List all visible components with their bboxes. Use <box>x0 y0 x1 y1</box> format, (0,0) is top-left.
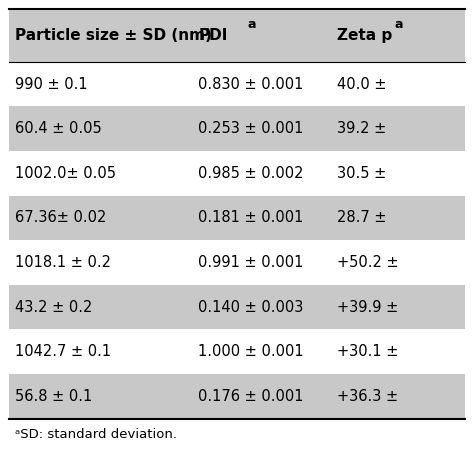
Text: 0.991 ± 0.001: 0.991 ± 0.001 <box>198 255 304 270</box>
Text: 1042.7 ± 0.1: 1042.7 ± 0.1 <box>15 344 111 359</box>
Bar <box>9 106 465 151</box>
Text: 1.000 ± 0.001: 1.000 ± 0.001 <box>198 344 304 359</box>
Bar <box>9 240 465 285</box>
Text: +30.1 ±: +30.1 ± <box>337 344 399 359</box>
Text: 1002.0± 0.05: 1002.0± 0.05 <box>15 166 116 181</box>
Text: 60.4 ± 0.05: 60.4 ± 0.05 <box>15 121 102 136</box>
Text: 39.2 ±: 39.2 ± <box>337 121 386 136</box>
Text: +50.2 ±: +50.2 ± <box>337 255 399 270</box>
Text: PDI: PDI <box>198 28 228 43</box>
Text: 990 ± 0.1: 990 ± 0.1 <box>15 77 88 91</box>
Text: Zeta p: Zeta p <box>337 28 392 43</box>
Bar <box>9 151 465 196</box>
Bar <box>9 285 465 329</box>
Text: +36.3 ±: +36.3 ± <box>337 389 398 404</box>
Text: 0.253 ± 0.001: 0.253 ± 0.001 <box>198 121 304 136</box>
Text: 67.36± 0.02: 67.36± 0.02 <box>15 210 106 226</box>
Text: 0.176 ± 0.001: 0.176 ± 0.001 <box>198 389 304 404</box>
Text: a: a <box>248 18 256 31</box>
Text: a: a <box>395 18 403 31</box>
Bar <box>9 9 465 62</box>
Text: 0.985 ± 0.002: 0.985 ± 0.002 <box>198 166 304 181</box>
Bar <box>9 374 465 419</box>
Text: +39.9 ±: +39.9 ± <box>337 300 398 315</box>
Bar <box>9 329 465 374</box>
Bar <box>9 62 465 106</box>
Text: 43.2 ± 0.2: 43.2 ± 0.2 <box>15 300 92 315</box>
Text: 0.181 ± 0.001: 0.181 ± 0.001 <box>198 210 304 226</box>
Text: 0.830 ± 0.001: 0.830 ± 0.001 <box>198 77 304 91</box>
Text: 30.5 ±: 30.5 ± <box>337 166 386 181</box>
Text: ᵃSD: standard deviation.: ᵃSD: standard deviation. <box>15 428 177 441</box>
Bar <box>9 196 465 240</box>
Text: 1018.1 ± 0.2: 1018.1 ± 0.2 <box>15 255 111 270</box>
Text: 28.7 ±: 28.7 ± <box>337 210 387 226</box>
Text: 0.140 ± 0.003: 0.140 ± 0.003 <box>198 300 304 315</box>
Text: 40.0 ±: 40.0 ± <box>337 77 387 91</box>
Text: 56.8 ± 0.1: 56.8 ± 0.1 <box>15 389 92 404</box>
Text: Particle size ± SD (nm): Particle size ± SD (nm) <box>15 28 212 43</box>
